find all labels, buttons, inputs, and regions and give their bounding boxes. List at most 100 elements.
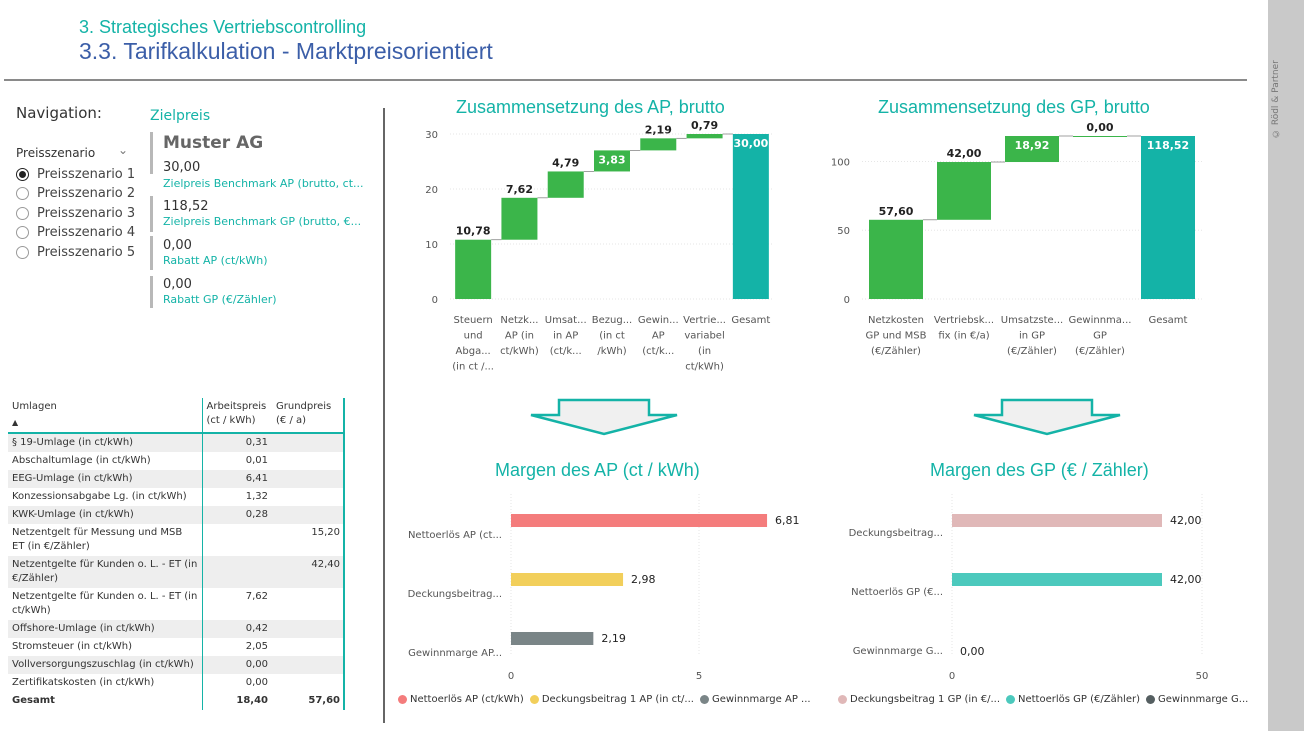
cell-grundpreis	[272, 433, 344, 452]
radio-option-preisszenario-4[interactable]: Preisszenario 4	[16, 224, 135, 242]
header-divider	[4, 79, 1247, 81]
column-header-grundpreis[interactable]: Grundpreis (€ / a)	[276, 401, 332, 426]
category-label: Gesamt	[1149, 315, 1188, 326]
chart-title-gp-composition: Zusammensetzung des GP, brutto	[878, 97, 1150, 117]
zielpreis-gp-label: Zielpreis Benchmark GP (brutto, €...	[163, 215, 362, 228]
down-arrow-icon	[530, 398, 678, 436]
category-label: Abga...	[456, 346, 491, 357]
legend-item[interactable]: Deckungsbeitrag 1 GP (in €/...	[838, 694, 1000, 705]
chart-title-ap-margins: Margen des AP (ct / kWh)	[495, 460, 700, 480]
radio-icon[interactable]	[16, 206, 29, 220]
zielpreis-gp-value: 118,52	[163, 199, 209, 214]
cell-name: Vollversorgungszuschlag (in ct/kWh)	[8, 656, 202, 674]
copyright-text: © Rödl & Partner	[1271, 60, 1281, 138]
chart-bar	[501, 197, 538, 240]
legend-item[interactable]: Nettoerlös GP (€/Zähler)	[1006, 694, 1140, 705]
radio-label: Preisszenario 4	[37, 225, 136, 240]
cell-arbeitspreis: 0,00	[201, 656, 272, 674]
radio-label: Preisszenario 3	[37, 205, 136, 221]
cell-name: Stromsteuer (in ct/kWh)	[12, 641, 132, 652]
radio-label: Preisszenario 5	[37, 244, 136, 260]
category-label: Netzkosten	[868, 315, 924, 326]
cell-arbeitspreis: 7,62	[201, 588, 272, 620]
y-tick-label: 10	[425, 240, 438, 251]
x-tick-label: 50	[1196, 671, 1209, 682]
cell-name: EEG-Umlage (in ct/kWh)	[8, 470, 202, 488]
bar-chart-gp-margins: 0 50 Deckungsbeitrag... 42,00 Nettoerlös GP …	[849, 494, 1209, 682]
category-label: Gewin...	[638, 315, 679, 326]
cell-arbeitspreis: 0,28	[201, 506, 272, 524]
chart-bar	[869, 219, 923, 299]
table-row: Abschaltumlage (in ct/kWh) 0,01	[8, 452, 344, 470]
card-accent-bar	[150, 196, 153, 232]
table-row: Netzentgelte für Kunden o. L. - ET (in c…	[8, 588, 344, 620]
cell-grundpreis	[272, 488, 344, 506]
legend-item[interactable]: Nettoerlös AP (ct/kWh)	[398, 694, 524, 705]
y-tick-label: 100	[831, 157, 850, 168]
column-header-umlagen[interactable]: Umlagen ▲	[8, 398, 202, 433]
waterfall-chart-gp: 0 50 100 57,60 Netzkosten GP und MSB (€/Zähler…	[831, 121, 1202, 357]
legend-dot-icon	[529, 695, 539, 704]
cell-grundpreis	[272, 674, 344, 692]
chart-bar	[1141, 136, 1195, 299]
category-label: Vertriebsk...	[934, 315, 994, 326]
radio-option-preisszenario-1[interactable]: Preisszenario 1	[16, 165, 135, 183]
radio-icon[interactable]	[16, 226, 29, 239]
legend-label: Gewinnmarge G...	[1158, 694, 1249, 705]
chart-bar	[952, 514, 1162, 527]
cell-name: Zertifikatskosten (in ct/kWh)	[12, 677, 155, 688]
cell-grundpreis: 15,20	[311, 527, 340, 538]
data-label: 42,00	[1170, 514, 1202, 527]
cell-grundpreis	[272, 506, 344, 524]
data-label: 118,52	[1147, 139, 1189, 152]
radio-option-preisszenario-5[interactable]: Preisszenario 5	[16, 243, 135, 261]
table-row: Vollversorgungszuschlag (in ct/kWh) 0,00	[8, 656, 344, 674]
legend-item[interactable]: Deckungsbeitrag 1 AP (in ct/...	[529, 694, 694, 705]
category-label: in GP	[1019, 331, 1045, 342]
cell-name: Netzentgelt für Messung und MSB ET (in €…	[12, 527, 183, 552]
y-tick-label: 20	[425, 185, 438, 196]
legend-item[interactable]: Gewinnmarge AP ...	[699, 694, 811, 705]
cell-arbeitspreis	[201, 524, 272, 556]
card-accent-bar	[150, 132, 153, 174]
legend-dot-icon	[699, 695, 709, 704]
category-label: (ct/k...	[642, 346, 674, 357]
chart-bar	[1073, 136, 1127, 137]
legend-item[interactable]: Gewinnmarge G...	[1146, 694, 1248, 705]
sort-ascending-icon[interactable]: ▲	[12, 418, 19, 427]
legend-gp-margins: Deckungsbeitrag 1 GP (in €/... Nettoerlös…	[838, 694, 1254, 705]
company-name: Muster AG	[163, 133, 264, 153]
y-tick-label: 0	[432, 295, 438, 306]
category-label: ct/kWh)	[500, 346, 539, 357]
radio-option-preisszenario-2[interactable]: Preisszenario 2	[16, 185, 135, 203]
cell-name: Gesamt	[8, 692, 202, 710]
radio-icon[interactable]	[16, 187, 29, 200]
right-sidebar	[1268, 0, 1304, 731]
cell-arbeitspreis: 2,05	[201, 638, 272, 656]
legend-ap-margins: Nettoerlös AP (ct/kWh) Deckungsbeitrag 1 …	[398, 694, 817, 705]
category-label: GP und MSB	[866, 331, 927, 342]
radio-icon[interactable]	[16, 245, 29, 259]
category-label: (€/Zähler)	[1007, 346, 1057, 357]
bar-chart-ap-margins: 0 5 Nettoerlös AP (ct... 6,81 Deckungsbeitra…	[408, 494, 800, 682]
chart-bar	[455, 239, 492, 299]
y-tick-label: 30	[425, 130, 438, 141]
table-row: Netzentgelt für Messung und MSB ET (in €…	[8, 524, 344, 556]
category-label: Gewinnma...	[1069, 315, 1132, 326]
column-header-arbeitspreis[interactable]: Arbeitspreis (ct / kWh)	[201, 398, 272, 433]
category-label: AP (in	[505, 331, 534, 342]
chart-bar	[547, 171, 584, 198]
table-row: KWK-Umlage (in ct/kWh) 0,28	[8, 506, 344, 524]
chevron-down-icon[interactable]: ⌄	[118, 143, 129, 157]
legend-dot-icon	[1146, 695, 1155, 704]
y-tick-label: 50	[837, 226, 850, 237]
data-label: 42,00	[947, 147, 982, 160]
category-label: (in ct	[599, 331, 625, 342]
radio-icon[interactable]	[16, 167, 29, 181]
table-row: Netzentgelte für Kunden o. L. - ET (in €…	[8, 556, 344, 588]
data-label: 0,79	[691, 119, 718, 132]
category-label: Umsatzste...	[1001, 315, 1063, 326]
category-label: Nettoerlös AP (ct...	[408, 530, 502, 541]
category-label: Steuern	[454, 315, 493, 326]
radio-option-preisszenario-3[interactable]: Preisszenario 3	[16, 204, 135, 222]
